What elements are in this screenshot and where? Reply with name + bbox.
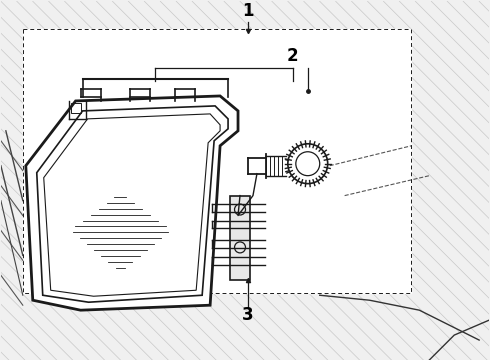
Bar <box>23 29 412 293</box>
Text: 1: 1 <box>242 2 254 20</box>
Text: 3: 3 <box>242 306 254 324</box>
Text: 2: 2 <box>287 47 298 65</box>
Polygon shape <box>26 96 238 310</box>
Bar <box>23 29 412 293</box>
Bar <box>71 103 80 113</box>
Circle shape <box>288 144 328 184</box>
Polygon shape <box>230 195 250 280</box>
